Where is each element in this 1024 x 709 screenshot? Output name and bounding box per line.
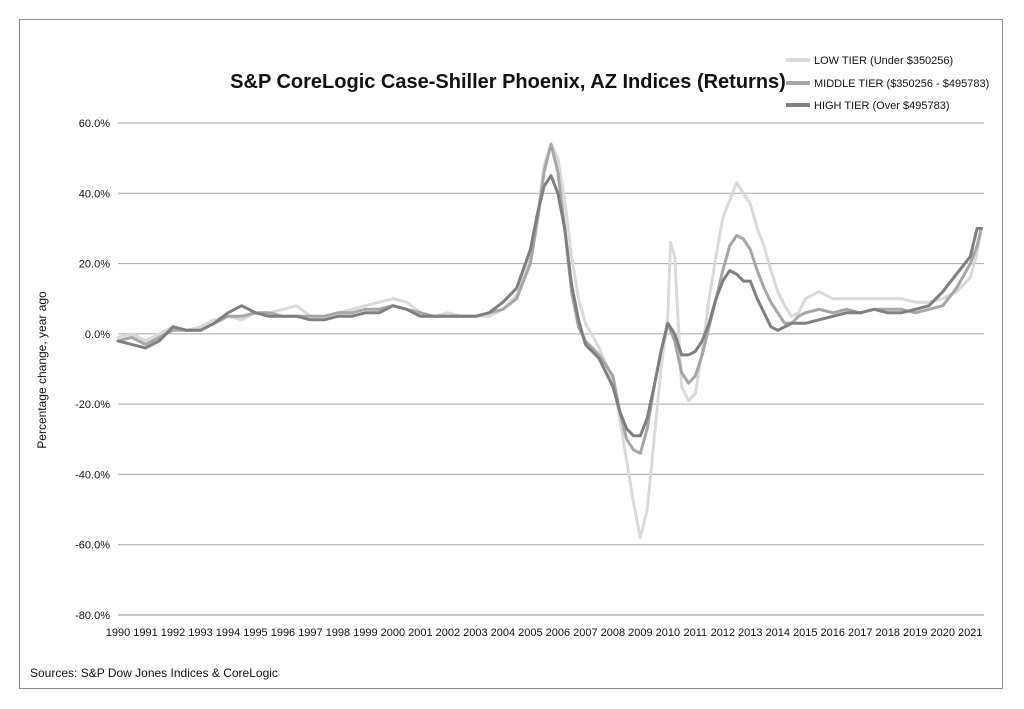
x-tick-label: 2017 [848, 627, 872, 639]
x-tick-label: 2019 [903, 627, 927, 639]
x-tick-label: 2018 [876, 627, 900, 639]
legend-label-middle-tier: MIDDLE TIER ($350256 - $495783) [814, 78, 989, 90]
x-tick-label: 1994 [216, 627, 240, 639]
series-lines [116, 142, 983, 540]
x-tick-label: 1999 [353, 627, 377, 639]
x-tick-label: 2005 [518, 627, 542, 639]
x-tick-label: 2003 [463, 627, 487, 639]
y-tick-label: -40.0% [75, 469, 110, 481]
x-tick-label: 2013 [738, 627, 762, 639]
x-tick-label: 1996 [271, 627, 295, 639]
x-tick-label: 2012 [711, 627, 735, 639]
y-tick-label: -80.0% [75, 610, 110, 622]
legend-label-high-tier: HIGH TIER (Over $495783) [814, 100, 950, 112]
x-tick-label: 1992 [161, 627, 185, 639]
x-tick-label: 2015 [793, 627, 817, 639]
y-tick-label: -60.0% [75, 540, 110, 552]
x-tick-label: 1993 [188, 627, 212, 639]
y-tick-label: 60.0% [79, 118, 110, 130]
x-tick-label: 2014 [766, 627, 790, 639]
x-tick-label: 1990 [106, 627, 130, 639]
y-tick-labels: -80.0% -60.0% -40.0% -20.0% 0.0% 20.0% 40.0% 60… [75, 118, 110, 622]
x-tick-label: 2011 [684, 627, 708, 639]
y-tick-label: 20.0% [79, 259, 110, 271]
legend-label-low-tier: LOW TIER (Under $350256) [814, 55, 953, 67]
y-axis-label: Percentage change, year ago [35, 291, 49, 449]
x-tick-label: 2009 [628, 627, 652, 639]
x-tick-label: 2016 [821, 627, 845, 639]
x-tick-label: 2007 [573, 627, 597, 639]
y-tick-label: -20.0% [75, 399, 110, 411]
chart-title: S&P CoreLogic Case-Shiller Phoenix, AZ I… [230, 71, 786, 93]
x-tick-label: 2020 [931, 627, 955, 639]
x-tick-label: 2001 [408, 627, 432, 639]
series-line-low-tier [116, 142, 983, 540]
x-tick-label: 2000 [381, 627, 405, 639]
x-tick-label: 1998 [326, 627, 350, 639]
x-tick-label: 2008 [601, 627, 625, 639]
x-tick-label: 2004 [491, 627, 515, 639]
legend: LOW TIER (Under $350256) MIDDLE TIER ($3… [786, 55, 989, 112]
series-line-high-tier [116, 174, 983, 438]
x-tick-label: 2006 [546, 627, 570, 639]
x-tick-label: 1997 [298, 627, 322, 639]
y-tick-label: 40.0% [79, 188, 110, 200]
source-note: Sources: S&P Dow Jones Indices & CoreLog… [30, 666, 278, 680]
x-tick-label: 1991 [133, 627, 157, 639]
x-tick-label: 2021 [958, 627, 982, 639]
x-tick-label: 2002 [436, 627, 460, 639]
chart-frame [19, 19, 1003, 689]
y-tick-label: 0.0% [85, 329, 110, 341]
x-tick-labels: 1990 1991 1992 1993 1994 1995 1996 1997 1998 1999… [106, 627, 983, 639]
x-tick-label: 2010 [656, 627, 680, 639]
gridlines [118, 122, 984, 616]
x-tick-label: 1995 [243, 627, 267, 639]
